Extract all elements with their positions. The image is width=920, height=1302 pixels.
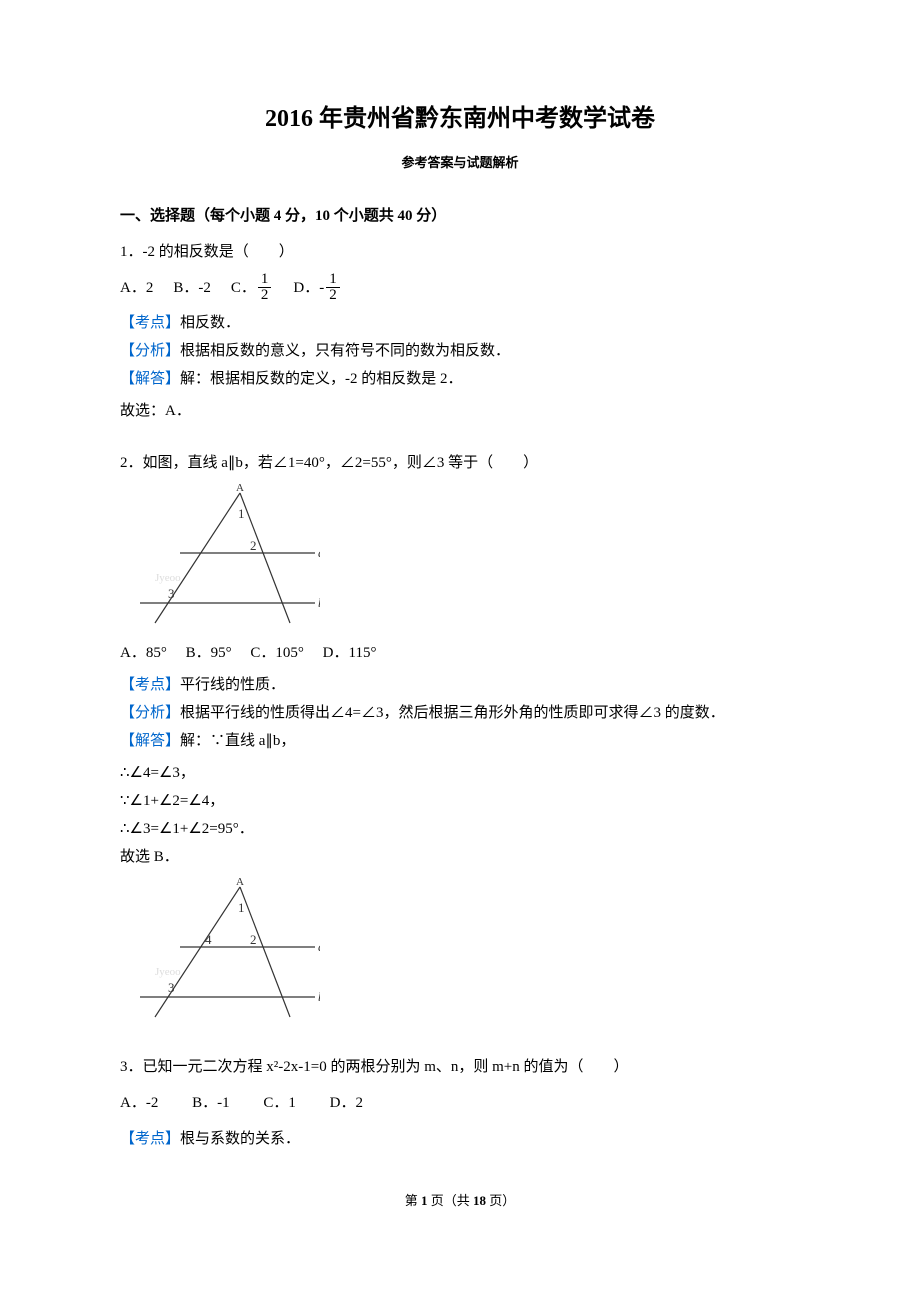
q3-options: A．-2 B．-1 C．1 D．2 bbox=[120, 1091, 800, 1115]
q3-topic-label: 【考点】 bbox=[120, 1131, 180, 1147]
q2-fig2-label-b: b bbox=[318, 989, 320, 1004]
q3-opt-d: D．2 bbox=[330, 1095, 363, 1111]
q2-fig2-angle2: 2 bbox=[250, 932, 257, 947]
page-footer: 第 1 页（共 18 页） bbox=[120, 1191, 800, 1212]
footer-prefix: 第 bbox=[405, 1193, 421, 1208]
q1-opt-d-den: 2 bbox=[326, 288, 340, 303]
q1-opt-b: B．-2 bbox=[173, 276, 211, 300]
q1-opt-d-fraction: 1 2 bbox=[326, 272, 340, 303]
q2-figure1: A 1 2 3 a b Jyeoo bbox=[120, 483, 800, 633]
q3-opt-c: C．1 bbox=[263, 1095, 296, 1111]
q2-fig2-angle3: 3 bbox=[168, 980, 175, 995]
q2-step1: ∴∠4=∠3， bbox=[120, 761, 800, 785]
q2-conclusion: 故选 B． bbox=[120, 845, 800, 869]
q1-opt-c-fraction: 1 2 bbox=[258, 272, 272, 303]
q2-fig2-angle1: 1 bbox=[238, 900, 245, 915]
q2-topic-label: 【考点】 bbox=[120, 677, 180, 693]
q1-opt-c-num: 1 bbox=[258, 272, 272, 288]
q1-opt-c: C． 1 2 bbox=[231, 272, 274, 303]
q2-solution-prefix: 解：∵直线 a∥b， bbox=[180, 733, 295, 749]
q2-fig2-angle4: 4 bbox=[205, 932, 212, 947]
q2-topic-content: 平行线的性质． bbox=[180, 677, 285, 693]
q1-solution: 【解答】解：根据相反数的定义，-2 的相反数是 2． bbox=[120, 367, 800, 391]
q2-solution-label: 【解答】 bbox=[120, 733, 180, 749]
q1-topic: 【考点】相反数． bbox=[120, 311, 800, 335]
q2-step2: ∵∠1+∠2=∠4， bbox=[120, 789, 800, 813]
q1-text: 1．-2 的相反数是（ ） bbox=[120, 240, 800, 264]
q3-topic: 【考点】根与系数的关系． bbox=[120, 1127, 800, 1151]
q1-opt-d-num: 1 bbox=[326, 272, 340, 288]
q1-opt-c-den: 2 bbox=[258, 288, 272, 303]
q2-figure2: A 1 2 4 3 a b Jyeoo bbox=[120, 877, 800, 1027]
q2-opt-b: B．95° bbox=[186, 645, 232, 661]
q1-options: A．2 B．-2 C． 1 2 D．- 1 2 bbox=[120, 272, 800, 303]
triangle-figure-1: A 1 2 3 a b Jyeoo bbox=[120, 483, 320, 633]
q1-solution-content: 解：根据相反数的定义，-2 的相反数是 2． bbox=[180, 371, 463, 387]
q1-analysis-content: 根据相反数的意义，只有符号不同的数为相反数． bbox=[180, 343, 510, 359]
q3-topic-content: 根与系数的关系． bbox=[180, 1131, 300, 1147]
q1-opt-a: A．2 bbox=[120, 276, 153, 300]
q1-topic-label: 【考点】 bbox=[120, 315, 180, 331]
q2-fig1-label-a: a bbox=[318, 545, 320, 560]
q3-opt-b: B．-1 bbox=[192, 1095, 230, 1111]
q2-fig1-label-b: b bbox=[318, 595, 320, 610]
q1-conclusion: 故选：A． bbox=[120, 399, 800, 423]
q2-step3: ∴∠3=∠1+∠2=95°． bbox=[120, 817, 800, 841]
q2-topic: 【考点】平行线的性质． bbox=[120, 673, 800, 697]
q2-analysis-content: 根据平行线的性质得出∠4=∠3，然后根据三角形外角的性质即可求得∠3 的度数． bbox=[180, 705, 725, 721]
footer-mid: 页（共 bbox=[427, 1193, 473, 1208]
footer-suffix: 页） bbox=[486, 1193, 515, 1208]
q2-analysis: 【分析】根据平行线的性质得出∠4=∠3，然后根据三角形外角的性质即可求得∠3 的… bbox=[120, 701, 800, 725]
q2-text: 2．如图，直线 a∥b，若∠1=40°，∠2=55°，则∠3 等于（ ） bbox=[120, 451, 800, 475]
q2-fig2-watermark: Jyeoo bbox=[155, 966, 181, 978]
q1-topic-content: 相反数． bbox=[180, 315, 240, 331]
q1-opt-c-prefix: C． bbox=[231, 276, 256, 300]
svg-text:A: A bbox=[236, 483, 244, 494]
q2-options: A．85° B．95° C．105° D．115° bbox=[120, 641, 800, 665]
svg-text:A: A bbox=[236, 877, 244, 888]
q2-fig1-watermark: Jyeoo bbox=[155, 572, 181, 584]
q2-analysis-label: 【分析】 bbox=[120, 705, 180, 721]
q2-fig1-angle1: 1 bbox=[238, 506, 245, 521]
q2-fig1-angle2: 2 bbox=[250, 538, 257, 553]
q1-solution-label: 【解答】 bbox=[120, 371, 180, 387]
q3-text: 3．已知一元二次方程 x²-2x-1=0 的两根分别为 m、n，则 m+n 的值… bbox=[120, 1055, 800, 1079]
q2-opt-a: A．85° bbox=[120, 645, 167, 661]
page-subtitle: 参考答案与试题解析 bbox=[120, 153, 800, 174]
q1-opt-d-prefix: D．- bbox=[293, 276, 324, 300]
q2-opt-d: D．115° bbox=[323, 645, 377, 661]
q1-analysis-label: 【分析】 bbox=[120, 343, 180, 359]
footer-total: 18 bbox=[473, 1193, 486, 1208]
page-title: 2016 年贵州省黔东南州中考数学试卷 bbox=[120, 100, 800, 138]
q1-opt-d: D．- 1 2 bbox=[293, 272, 341, 303]
q1-analysis: 【分析】根据相反数的意义，只有符号不同的数为相反数． bbox=[120, 339, 800, 363]
q3-opt-a: A．-2 bbox=[120, 1095, 158, 1111]
q2-solution: 【解答】解：∵直线 a∥b， bbox=[120, 729, 800, 753]
section-header: 一、选择题（每个小题 4 分，10 个小题共 40 分） bbox=[120, 204, 800, 228]
q2-fig1-angle3: 3 bbox=[168, 586, 175, 601]
q2-fig2-label-a: a bbox=[318, 939, 320, 954]
q2-opt-c: C．105° bbox=[250, 645, 304, 661]
triangle-figure-2: A 1 2 4 3 a b Jyeoo bbox=[120, 877, 320, 1027]
